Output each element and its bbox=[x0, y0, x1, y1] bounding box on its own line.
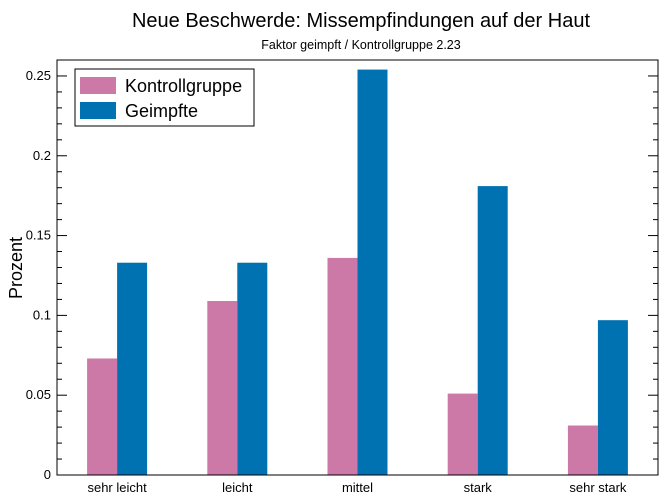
x-tick-label-sehr-leicht: sehr leicht bbox=[87, 480, 147, 495]
legend-label-geimpfte: Geimpfte bbox=[125, 101, 198, 121]
bar-geimpfte-sehr-leicht bbox=[117, 262, 148, 475]
x-tick-label-stark: stark bbox=[464, 480, 493, 495]
x-tick-label-mittel: mittel bbox=[342, 480, 373, 495]
bar-kontrollgruppe-mittel bbox=[327, 257, 358, 475]
legend-swatch-kontrollgruppe bbox=[80, 77, 116, 94]
y-ticks-group: 0 0.05 0.1 0.15 0.2 0.25 bbox=[26, 68, 658, 482]
bar-geimpfte-sehr-stark bbox=[597, 320, 628, 475]
y-tick-label: 0.25 bbox=[26, 68, 51, 83]
x-ticks-group: sehr leicht leicht mittel stark sehr stark bbox=[87, 480, 626, 495]
chart-subtitle: Faktor geimpft / Kontrollgruppe 2.23 bbox=[261, 38, 460, 52]
bar-kontrollgruppe-stark bbox=[447, 393, 478, 475]
bars-group bbox=[87, 69, 628, 476]
plot-frame bbox=[56, 59, 659, 476]
chart-title: Neue Beschwerde: Missempfindungen auf de… bbox=[132, 10, 590, 32]
y-tick-label: 0.05 bbox=[26, 387, 51, 402]
y-tick-label: 0.15 bbox=[26, 228, 51, 243]
legend: Kontrollgruppe Geimpfte bbox=[74, 68, 255, 127]
bar-geimpfte-stark bbox=[477, 186, 508, 475]
bar-geimpfte-mittel bbox=[357, 69, 388, 476]
y-tick-label: 0.1 bbox=[33, 307, 51, 322]
y-tick-label: 0 bbox=[44, 467, 51, 482]
x-tick-label-sehr-stark: sehr stark bbox=[569, 480, 627, 495]
legend-label-kontrollgruppe: Kontrollgruppe bbox=[125, 76, 242, 96]
legend-swatch-geimpfte bbox=[80, 102, 116, 119]
bar-kontrollgruppe-sehr-leicht bbox=[87, 358, 118, 475]
x-tick-label-leicht: leicht bbox=[222, 480, 253, 495]
y-axis-label: Prozent bbox=[6, 237, 26, 299]
bar-kontrollgruppe-leicht bbox=[207, 301, 238, 475]
bar-geimpfte-leicht bbox=[237, 262, 268, 475]
y-tick-label: 0.2 bbox=[33, 148, 51, 163]
bar-kontrollgruppe-sehr-stark bbox=[567, 425, 598, 475]
